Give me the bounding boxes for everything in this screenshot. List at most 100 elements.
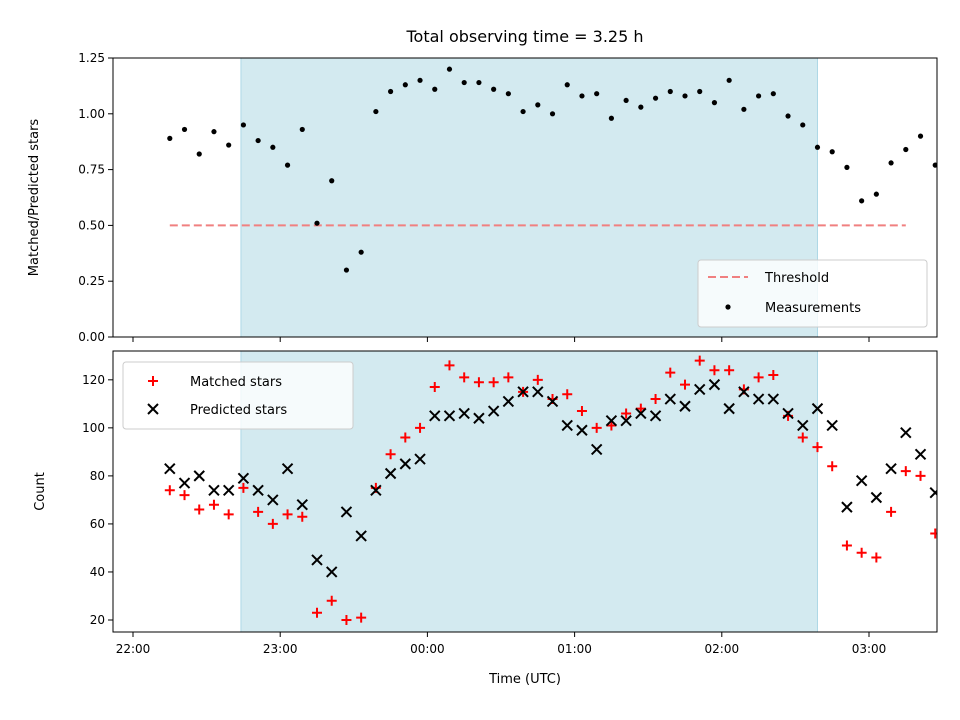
matched-star-point	[591, 422, 602, 433]
matched-star-point	[208, 499, 219, 510]
matched-star-point	[562, 389, 573, 400]
measurement-point	[373, 108, 379, 115]
predicted-star-point	[399, 458, 412, 470]
predicted-star-point	[605, 414, 618, 427]
matched-star-point	[900, 466, 911, 477]
predicted-star-point	[326, 566, 338, 578]
matched-star-point	[576, 406, 587, 417]
matched-star-point	[415, 422, 426, 433]
y-axis-label: Matched/Predicted stars	[27, 119, 42, 277]
matched-star-point	[694, 355, 705, 366]
y-tick-label: 1.25	[78, 51, 105, 65]
measurement-point	[299, 126, 305, 133]
y-tick-label: 100	[82, 421, 105, 435]
matched-star-point	[444, 360, 455, 371]
measurement-point	[446, 66, 453, 72]
legend-box	[122, 361, 354, 430]
legend-label-matched: Matched stars	[190, 375, 282, 390]
matched-star-point	[297, 511, 308, 522]
predicted-star-point	[414, 453, 426, 465]
legend-label-threshold: Threshold	[764, 271, 829, 286]
predicted-star-point	[281, 462, 294, 475]
matched-star-point	[665, 367, 676, 378]
predicted-star-point	[708, 378, 721, 391]
y-tick-label: 20	[90, 613, 105, 627]
x-tick-label: 01:00	[557, 642, 592, 656]
predicted-star-point	[694, 383, 706, 396]
measurement-point	[726, 77, 732, 83]
measurement-point	[873, 191, 879, 197]
y-axis-label: Count	[33, 472, 48, 511]
predicted-star-point	[193, 470, 205, 482]
predicted-star-point	[370, 484, 382, 497]
measurement-point	[800, 122, 806, 128]
matched-star-point	[429, 382, 440, 393]
matched-star-point	[724, 365, 735, 376]
measurement-point	[652, 95, 659, 101]
measurement-point	[167, 135, 173, 141]
measurement-point	[329, 178, 335, 184]
measurement-point	[476, 79, 482, 86]
predicted-star-point	[384, 467, 397, 480]
measurement-point	[520, 108, 526, 115]
chart-title: Total observing time = 3.25 h	[405, 27, 643, 46]
measurement-point	[240, 122, 246, 128]
x-tick-label: 23:00	[263, 642, 298, 656]
legend-swatch-predicted	[147, 403, 159, 415]
predicted-star-point	[208, 484, 220, 497]
predicted-star-point	[458, 407, 470, 420]
predicted-star-point	[237, 472, 250, 484]
measurement-point	[844, 164, 850, 170]
measurement-point	[535, 102, 541, 108]
measurement-point	[608, 115, 615, 121]
matched-star-point	[267, 518, 278, 529]
matched-star-point	[164, 485, 175, 496]
matched-star-point	[312, 607, 322, 618]
predicted-star-point	[487, 405, 500, 417]
measurement-point	[226, 142, 232, 148]
measurement-point	[270, 144, 276, 150]
matched-star-point	[503, 372, 514, 383]
measurement-point	[358, 249, 364, 255]
matched-star-point	[282, 509, 293, 520]
legend-label-measurements: Measurements	[765, 301, 861, 316]
bottom-panel: 20 40 60 80 100 120 22:00 23:00 00:00 01:00 02:00 0…	[33, 350, 938, 687]
predicted-star-point	[782, 407, 794, 420]
measurement-point	[638, 104, 644, 110]
measurement-point	[549, 111, 556, 117]
measurement-point	[888, 160, 894, 166]
y-tick-label: 120	[82, 373, 105, 387]
matched-star-point	[827, 461, 838, 472]
predicted-star-point	[855, 474, 868, 487]
matched-star-point	[473, 377, 484, 388]
matched-star-point	[223, 509, 234, 520]
measurement-point	[814, 144, 821, 150]
measurement-point	[770, 91, 776, 97]
legend-swatch-measurements	[725, 304, 731, 310]
matched-star-point	[871, 552, 882, 563]
measurement-point	[785, 113, 791, 119]
measurement-point	[196, 151, 202, 157]
predicted-star-point	[178, 477, 191, 489]
measurement-point	[947, 91, 952, 96]
y-tick-label: 40	[90, 565, 105, 579]
measurement-point	[255, 137, 261, 144]
matched-star-point	[253, 506, 264, 517]
predicted-star-point	[885, 462, 897, 475]
predicted-star-point	[252, 484, 264, 497]
predicted-star-point	[914, 448, 927, 460]
matched-star-point	[886, 506, 897, 517]
predicted-star-point	[620, 414, 632, 427]
measurement-point	[211, 129, 217, 135]
predicted-star-point	[502, 395, 515, 408]
matched-star-point	[194, 504, 205, 515]
matched-star-point	[341, 614, 352, 625]
matched-star-point	[459, 372, 470, 383]
x-tick-label: 03:00	[852, 642, 887, 656]
matched-star-point	[621, 408, 632, 419]
matched-star-point	[841, 540, 852, 551]
matched-star-point	[797, 432, 808, 443]
x-tick-label: 00:00	[410, 642, 445, 656]
y-tick-label: 60	[90, 517, 105, 531]
predicted-star-point	[532, 386, 544, 398]
